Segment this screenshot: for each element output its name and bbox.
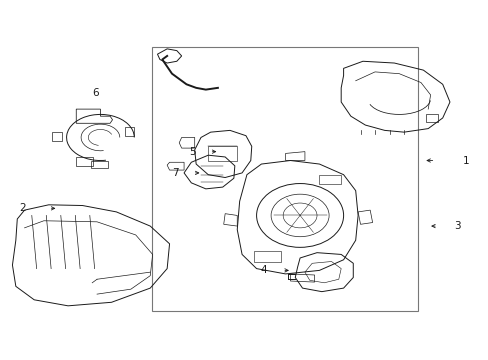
Text: 3: 3 xyxy=(453,221,460,231)
Text: 2: 2 xyxy=(19,203,25,213)
Text: 1: 1 xyxy=(462,156,468,166)
Bar xyxy=(208,146,237,161)
Text: 4: 4 xyxy=(260,265,266,275)
Text: 7: 7 xyxy=(172,168,179,178)
Text: 6: 6 xyxy=(92,88,99,98)
Text: 5: 5 xyxy=(188,147,195,157)
